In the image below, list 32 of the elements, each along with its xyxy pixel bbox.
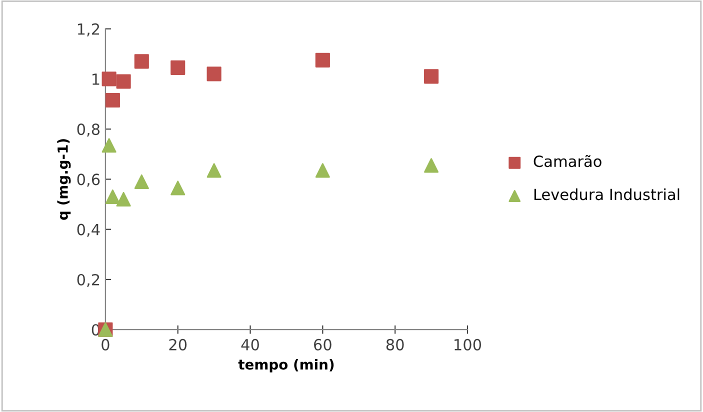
point [424, 69, 439, 84]
point [315, 163, 330, 178]
point [424, 158, 439, 173]
y-tick-label: 0,8 [77, 124, 100, 137]
x-tick-label: 0 [102, 338, 110, 350]
y-tick-label: 1,2 [78, 23, 100, 36]
x-tick-label: 40 [241, 338, 259, 350]
point [116, 74, 131, 89]
point [105, 189, 120, 204]
point [315, 52, 330, 68]
point [134, 54, 149, 69]
y-axis-title: q (mg.g-1) [57, 139, 71, 220]
point [170, 180, 186, 196]
point [206, 163, 222, 178]
legend-label: Levedura Industrial [534, 188, 680, 200]
y-tick-label: 0,2 [77, 274, 100, 288]
point [116, 192, 131, 207]
point [102, 72, 116, 86]
y-tick-label: 1 [92, 74, 100, 85]
x-tick-label: 60 [314, 338, 332, 350]
y-tick-label: 0,4 [77, 224, 100, 237]
y-tick-label: 0,6 [77, 174, 100, 187]
x-axis-title: tempo (min) [238, 358, 334, 372]
x-tick-label: 100 [454, 338, 482, 350]
legend-label: Camarão [534, 155, 602, 168]
point [105, 92, 120, 108]
point [206, 66, 222, 82]
x-tick-label: 80 [386, 338, 404, 350]
point [134, 174, 149, 190]
point [102, 138, 116, 153]
x-tick-label: 20 [169, 338, 187, 350]
point [170, 60, 186, 75]
